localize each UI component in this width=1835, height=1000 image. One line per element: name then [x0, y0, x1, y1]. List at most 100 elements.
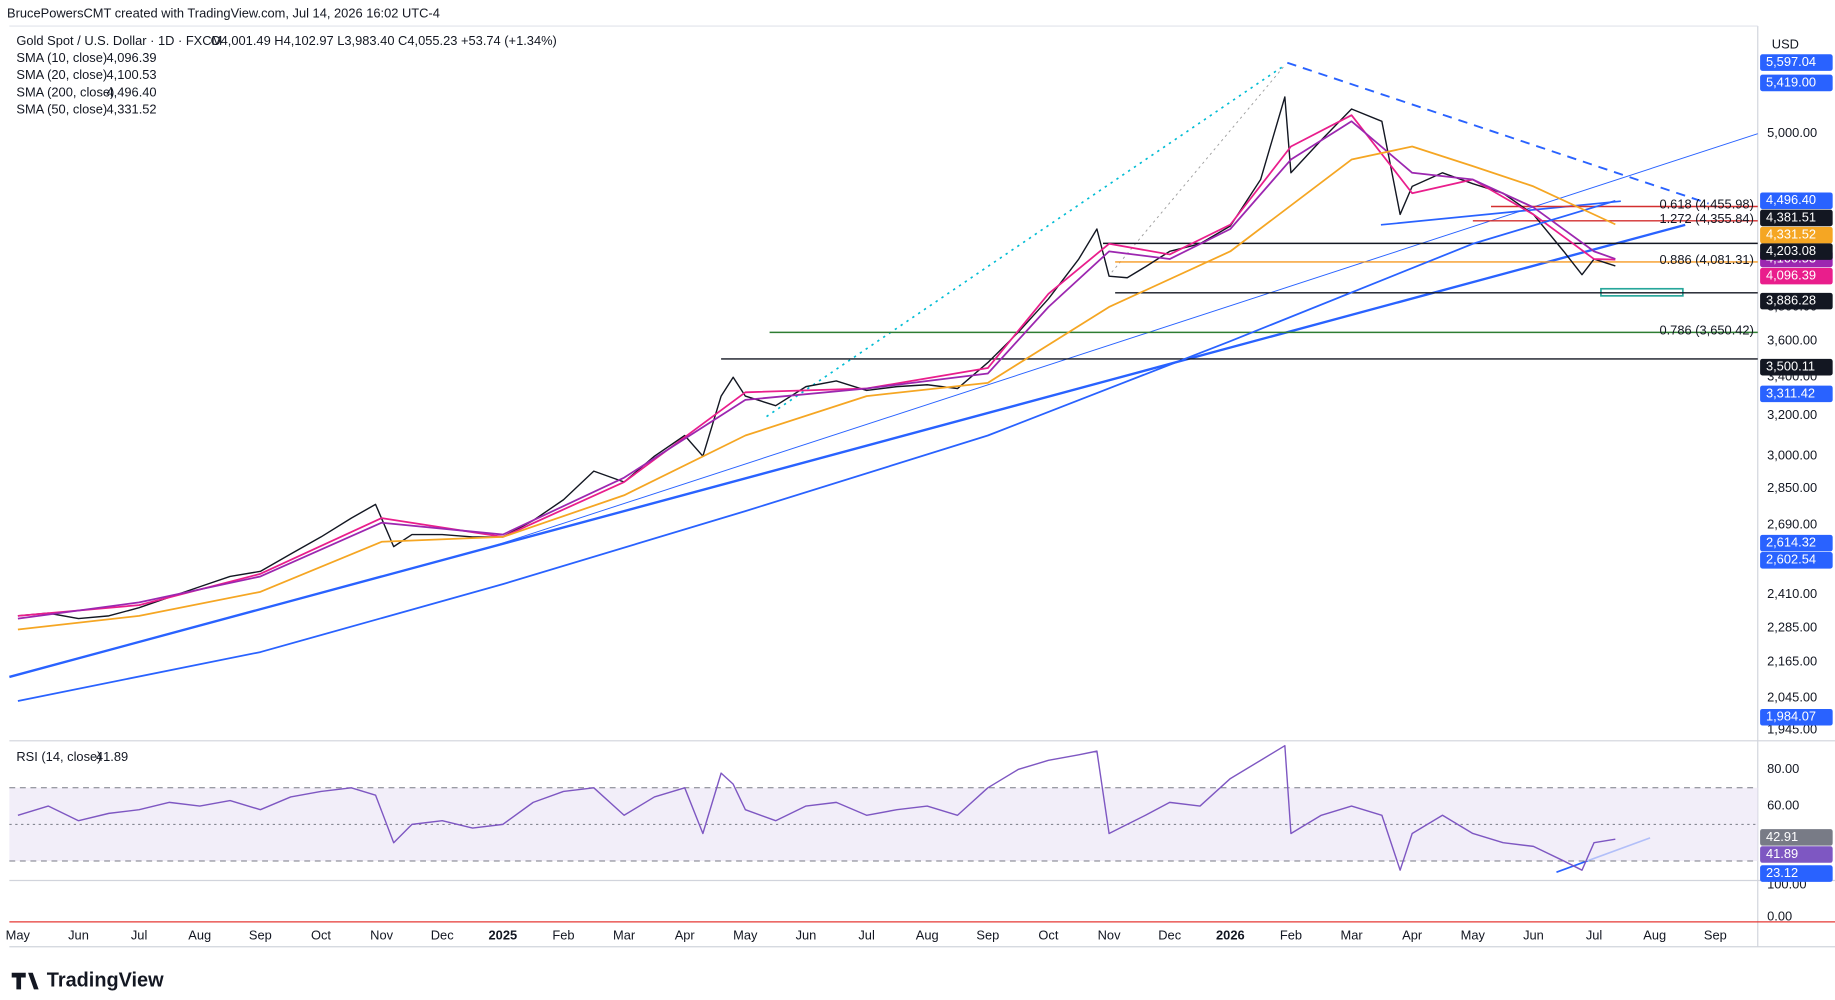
legend-value: 4,331.52 [106, 101, 156, 116]
x-tick-label: Oct [1038, 927, 1058, 942]
series-line [17, 96, 1616, 620]
price-tag [1760, 865, 1833, 882]
price-tag [1760, 385, 1833, 403]
level-tag [1760, 358, 1833, 376]
x-tick-label: Jul [858, 927, 875, 942]
x-tick-label: Sep [1704, 927, 1727, 942]
y-tick-label: 2,410.00 [1767, 586, 1817, 601]
trendline [491, 133, 1758, 548]
series-line [17, 744, 1616, 871]
price-tag-label: 5,597.04 [1766, 54, 1816, 69]
price-tag [1760, 192, 1833, 210]
trendline [1111, 64, 1286, 273]
trendline [766, 64, 1286, 418]
level-tag-label: 3,886.28 [1766, 292, 1816, 307]
x-tick-label: Jun [796, 927, 817, 942]
series-line [17, 120, 1616, 620]
price-tag-label: 4,096.39 [1766, 267, 1816, 282]
price-tag [1760, 209, 1833, 227]
legend-value: 4,096.39 [106, 50, 156, 65]
x-tick-label: Aug [916, 927, 939, 942]
x-tick-label: Feb [552, 927, 574, 942]
ohlc: O4,001.49 H4,102.97 L3,983.40 C4,055.23 … [211, 33, 557, 48]
x-tick-label: Sep [249, 927, 272, 942]
currency: USD [1772, 36, 1799, 51]
x-tick-label: Jul [1586, 927, 1603, 942]
level-note: 0.786 (3,650.42) [1659, 323, 1753, 338]
y-tick-label: 3,000.00 [1767, 448, 1817, 463]
y-tick-label: 5,000.00 [1767, 125, 1817, 140]
y-tick-label: 2,850.00 [1767, 480, 1817, 495]
price-tag-label: 4,496.40 [1766, 192, 1816, 207]
x-tick-label: Jun [68, 927, 89, 942]
y-tick-label: 2,165.00 [1767, 654, 1817, 669]
price-tag [1760, 54, 1833, 71]
price-tag-label: 2,614.32 [1766, 534, 1816, 549]
rsi-legend-value: 41.89 [96, 749, 128, 764]
x-tick-label: Jul [131, 927, 148, 942]
price-tag-label: 42.91 [1766, 829, 1798, 844]
rsi-tick-label: 60.00 [1767, 797, 1799, 812]
level-note: 0.886 (4,081.31) [1659, 252, 1753, 267]
series-line [17, 145, 1616, 631]
level-tag [1760, 243, 1833, 260]
y-tick-label: 3,600.00 [1767, 333, 1817, 348]
legend-value: 4,496.40 [106, 84, 156, 99]
level-tag-label: 3,500.11 [1766, 359, 1815, 374]
level-note: 1.272 (4,355.84) [1659, 211, 1753, 226]
rsi-legend-name: RSI (14, close) [16, 749, 101, 764]
credit: BrucePowersCMT created with TradingView.… [7, 6, 440, 21]
y-tick-label: 2,690.00 [1767, 516, 1817, 531]
symbol-title: Gold Spot / U.S. Dollar · 1D · FXCM [16, 33, 222, 48]
x-tick-label: Apr [1402, 927, 1423, 942]
x-tick-label: May [733, 927, 758, 942]
price-tag [1760, 708, 1833, 726]
x-tick-label: Apr [675, 927, 696, 942]
x-tick-label: 2025 [489, 927, 518, 942]
x-tick-label: 2026 [1216, 927, 1245, 942]
price-tag [1760, 534, 1833, 552]
price-tag-label: 41.89 [1766, 846, 1798, 861]
legend-name: SMA (10, close) [16, 50, 107, 65]
x-tick-label: Feb [1280, 927, 1302, 942]
y-tick-label: 2,285.00 [1767, 619, 1817, 634]
rsi-tick-label: 80.00 [1767, 761, 1799, 776]
price-tag [1760, 74, 1833, 92]
price-tag-label: 5,419.00 [1766, 74, 1816, 89]
legend-name: SMA (50, close) [16, 101, 107, 116]
x-tick-label: Nov [1098, 927, 1121, 942]
x-tick-label: Sep [976, 927, 999, 942]
legend-value: 4,100.53 [106, 67, 156, 82]
logo-icon [11, 972, 39, 990]
lower-tick-label: 0.00 [1767, 909, 1792, 924]
legend-name: SMA (200, close) [16, 84, 114, 99]
y-tick-label: 2,045.00 [1767, 690, 1817, 705]
price-tag [1760, 267, 1833, 285]
x-tick-label: Aug [1643, 927, 1666, 942]
x-tick-label: Mar [1341, 927, 1364, 942]
trendline [9, 223, 1686, 679]
x-tick-label: May [1461, 927, 1486, 942]
price-tag [1760, 846, 1833, 863]
y-tick-label: 3,200.00 [1767, 407, 1817, 422]
level-tag [1760, 292, 1833, 310]
price-tag-label: 23.12 [1766, 865, 1798, 880]
price-tag-label: 1,984.07 [1766, 709, 1816, 724]
trendline [1287, 61, 1709, 205]
price-tag-label: 2,602.54 [1766, 552, 1816, 567]
logo-text: TradingView [47, 969, 164, 991]
price-tag-label: 4,381.51 [1766, 209, 1816, 224]
trendline [1380, 200, 1621, 226]
level-tag-label: 4,203.08 [1766, 243, 1816, 258]
x-tick-label: Oct [311, 927, 331, 942]
x-tick-label: Nov [370, 927, 393, 942]
x-tick-label: Aug [188, 927, 211, 942]
x-tick-label: Jun [1523, 927, 1544, 942]
x-tick-label: Mar [613, 927, 636, 942]
x-tick-label: Dec [431, 927, 454, 942]
x-tick-label: Dec [1158, 927, 1181, 942]
series-line [17, 114, 1616, 617]
legend-name: SMA (20, close) [16, 67, 107, 82]
x-tick-label: May [6, 927, 31, 942]
